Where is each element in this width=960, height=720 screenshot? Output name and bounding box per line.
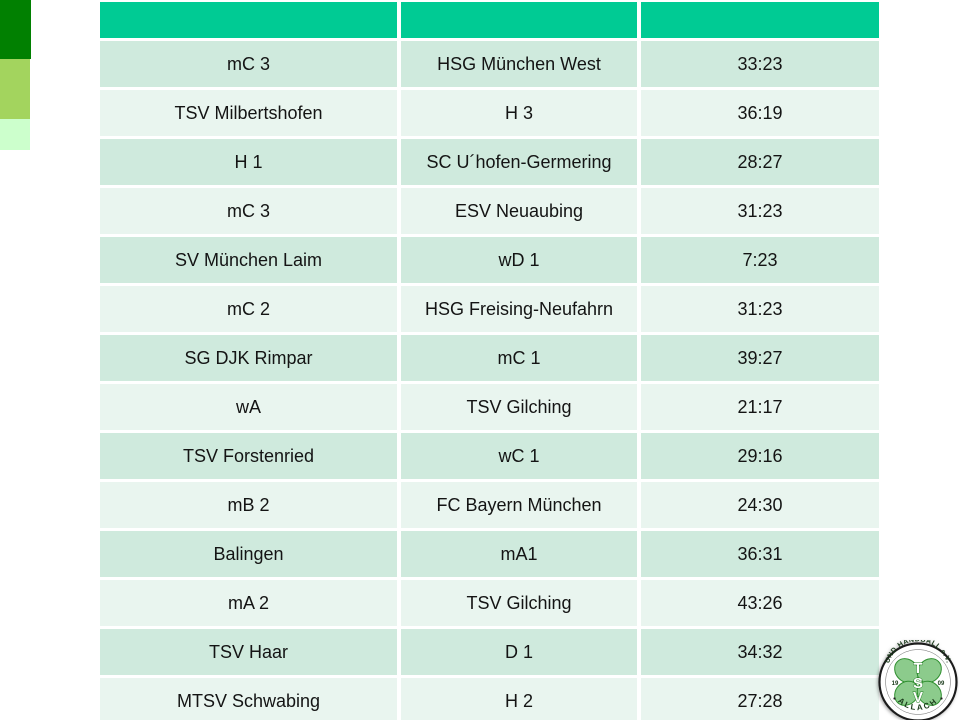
cell-team-a: Balingen (100, 531, 397, 577)
cell-score: 34:32 (641, 629, 879, 675)
cell-score: 28:27 (641, 139, 879, 185)
cell-team-a: mC 3 (100, 41, 397, 87)
cell-team-b: wD 1 (401, 237, 637, 283)
cell-score: 31:23 (641, 188, 879, 234)
table-header-cell-score (641, 2, 879, 38)
cell-score: 33:23 (641, 41, 879, 87)
cell-team-a: TSV Haar (100, 629, 397, 675)
logo-year-right: 09 (938, 681, 945, 687)
cell-score: 39:27 (641, 335, 879, 381)
cell-score: 31:23 (641, 286, 879, 332)
table-header-cell-team-b (401, 2, 637, 38)
sidebar-block-dark-green (0, 0, 31, 59)
cell-team-b: ESV Neuaubing (401, 188, 637, 234)
sidebar-block-mid-green (0, 59, 30, 119)
cell-score: 21:17 (641, 384, 879, 430)
sidebar-block-pale-green (0, 119, 30, 150)
club-logo-tsv-allach: T S V 19 09 UND HANDBALL e.V. ALLACH (874, 640, 960, 720)
results-table: mC 3 HSG München West 33:23 TSV Milberts… (100, 2, 879, 720)
cell-team-a: mC 3 (100, 188, 397, 234)
cell-team-b: mA1 (401, 531, 637, 577)
cell-team-a: TSV Forstenried (100, 433, 397, 479)
cell-team-a: wA (100, 384, 397, 430)
cell-team-b: D 1 (401, 629, 637, 675)
cell-score: 24:30 (641, 482, 879, 528)
cell-team-b: wC 1 (401, 433, 637, 479)
table-header-cell-team-a (100, 2, 397, 38)
cell-score: 36:19 (641, 90, 879, 136)
club-logo-badge-icon: T S V 19 09 UND HANDBALL e.V. ALLACH (878, 640, 958, 720)
cell-team-a: TSV Milbertshofen (100, 90, 397, 136)
cell-team-b: H 3 (401, 90, 637, 136)
cell-team-b: TSV Gilching (401, 384, 637, 430)
cell-team-a: mA 2 (100, 580, 397, 626)
cell-team-a: H 1 (100, 139, 397, 185)
cell-team-a: mB 2 (100, 482, 397, 528)
cell-score: 36:31 (641, 531, 879, 577)
logo-dot-right (940, 697, 943, 700)
cell-score: 27:28 (641, 678, 879, 720)
cell-team-b: H 2 (401, 678, 637, 720)
cell-team-b: TSV Gilching (401, 580, 637, 626)
clover-icon (894, 658, 942, 706)
cell-score: 7:23 (641, 237, 879, 283)
cell-team-a: MTSV Schwabing (100, 678, 397, 720)
cell-team-b: SC U´hofen-Germering (401, 139, 637, 185)
logo-year-left: 19 (892, 681, 899, 687)
cell-team-b: FC Bayern München (401, 482, 637, 528)
cell-team-a: SV München Laim (100, 237, 397, 283)
logo-letter-t: T (913, 660, 922, 677)
cell-score: 43:26 (641, 580, 879, 626)
cell-team-b: HSG Freising-Neufahrn (401, 286, 637, 332)
cell-team-b: mC 1 (401, 335, 637, 381)
cell-score: 29:16 (641, 433, 879, 479)
cell-team-b: HSG München West (401, 41, 637, 87)
logo-dot-left (893, 697, 896, 700)
cell-team-a: SG DJK Rimpar (100, 335, 397, 381)
cell-team-a: mC 2 (100, 286, 397, 332)
logo-letter-s: S (913, 675, 923, 692)
logo-letter-v: V (913, 689, 923, 706)
